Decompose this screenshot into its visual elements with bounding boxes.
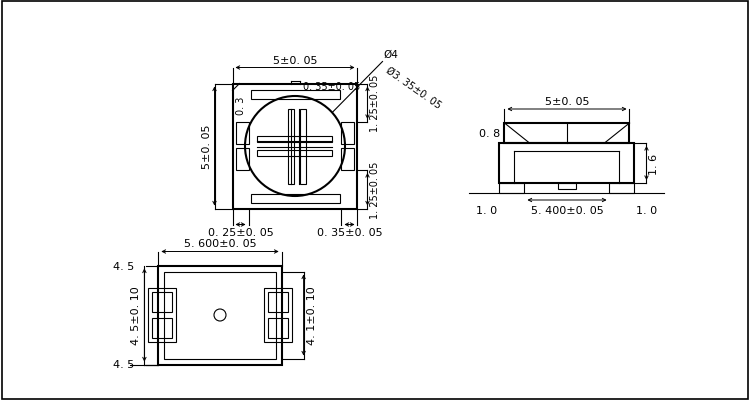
Bar [251, 90, 340, 99]
Bar [236, 149, 248, 170]
Text: 1. 25±0. 05: 1. 25±0. 05 [370, 75, 380, 132]
Text: 4. 5±0. 10: 4. 5±0. 10 [131, 286, 142, 344]
Bar [158, 266, 281, 365]
Bar [148, 288, 176, 342]
Bar [257, 151, 332, 157]
Text: Ø4: Ø4 [383, 49, 398, 59]
Text: 0. 25±0. 05: 0. 25±0. 05 [208, 228, 273, 238]
Bar [300, 109, 306, 184]
Bar [236, 123, 248, 145]
Text: 0. 8: 0. 8 [479, 129, 500, 139]
Bar [341, 149, 355, 170]
Text: 5. 400±0. 05: 5. 400±0. 05 [530, 205, 603, 215]
Text: 0. 35±0. 05: 0. 35±0. 05 [316, 228, 382, 238]
Bar [251, 194, 340, 203]
Bar [232, 84, 358, 209]
Bar [257, 137, 332, 143]
Bar [152, 292, 172, 312]
Bar [558, 184, 576, 190]
Text: 5±0. 05: 5±0. 05 [202, 124, 211, 169]
Bar [164, 272, 275, 358]
Text: 1. 0: 1. 0 [637, 205, 658, 215]
Bar [610, 184, 634, 194]
Bar [268, 292, 287, 312]
Text: 0. 35±0. 05: 0. 35±0. 05 [304, 82, 361, 92]
Text: 1. 6: 1. 6 [650, 153, 659, 174]
Text: 5±0. 05: 5±0. 05 [273, 55, 317, 65]
Bar [152, 318, 172, 338]
Text: 5±0. 05: 5±0. 05 [544, 97, 590, 107]
Bar [268, 318, 287, 338]
Bar [505, 124, 629, 144]
Bar [500, 184, 524, 194]
Text: 4. 1±0. 10: 4. 1±0. 10 [307, 286, 316, 344]
Text: Ø3. 35±0. 05: Ø3. 35±0. 05 [383, 65, 442, 111]
Text: 1. 25±0. 05: 1. 25±0. 05 [370, 161, 380, 219]
Bar [500, 144, 634, 184]
Text: 4. 5: 4. 5 [113, 261, 134, 271]
Text: 0. 3: 0. 3 [236, 96, 245, 115]
Text: 4. 5: 4. 5 [113, 360, 134, 370]
Text: 5. 600±0. 05: 5. 600±0. 05 [184, 239, 256, 249]
Bar [288, 109, 294, 184]
Bar [263, 288, 292, 342]
Bar [341, 123, 355, 145]
Text: 1. 0: 1. 0 [476, 205, 497, 215]
